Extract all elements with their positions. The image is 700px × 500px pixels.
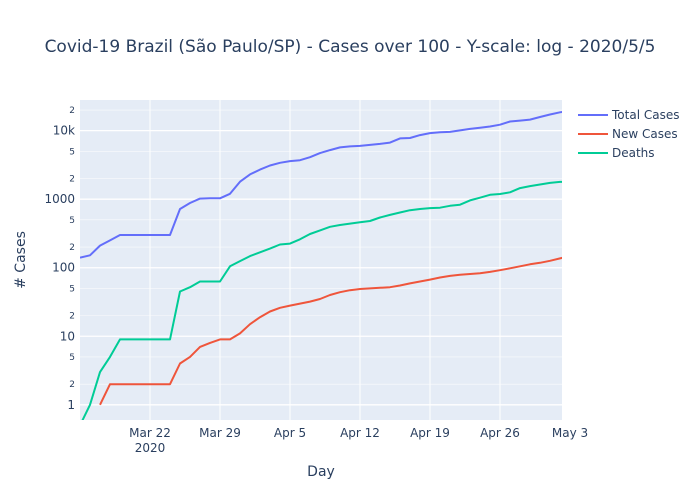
y-tick-label-minor: 5: [69, 216, 75, 226]
x-axis-title: Day: [307, 464, 335, 480]
y-tick-label: 10: [60, 329, 75, 343]
legend-label: Deaths: [612, 146, 655, 160]
y-tick-label-minor: 2: [69, 106, 75, 116]
legend-label: New Cases: [612, 127, 678, 141]
x-tick-label: Apr 12: [340, 426, 380, 440]
series-line-total-cases: [80, 110, 562, 259]
y-tick-label-minor: 2: [69, 312, 75, 322]
series-line-deaths: [81, 180, 562, 420]
y-tick-label: 100: [52, 261, 75, 275]
x-tick-label: May 3: [552, 426, 588, 440]
x-tick-label: Mar 29: [199, 426, 241, 440]
y-tick-label-minor: 2: [69, 243, 75, 253]
legend-item-deaths[interactable]: Deaths: [578, 146, 655, 160]
series-line-new-cases: [99, 256, 562, 406]
x-tick-label: Apr 19: [410, 426, 450, 440]
legend-item-new-cases[interactable]: New Cases: [578, 127, 678, 141]
y-tick-label-minor: 2: [69, 380, 75, 390]
y-tick-label-minor: 5: [69, 284, 75, 294]
x-tick-label: Apr 5: [274, 426, 306, 440]
y-tick-label-minor: 5: [69, 353, 75, 363]
y-tick-label: 1000: [44, 192, 75, 206]
x-tick-label: Mar 22: [129, 426, 171, 440]
y-axis-ticks: 1 10 100 1000 10k 2 5 2 5 2 5 2 5 2: [44, 106, 75, 412]
y-tick-label-minor: 5: [69, 147, 75, 157]
chart-title: Covid-19 Brazil (São Paulo/SP) - Cases o…: [45, 37, 656, 57]
y-axis-title: # Cases: [13, 231, 29, 289]
x-tick-sublabel: 2020: [135, 441, 166, 455]
y-tick-label: 1: [67, 398, 75, 412]
series-lines: [80, 110, 562, 420]
plot-area: [80, 100, 562, 420]
x-tick-label: Apr 26: [480, 426, 520, 440]
y-tick-label: 10k: [53, 124, 75, 138]
legend-label: Total Cases: [611, 108, 679, 122]
legend[interactable]: Total Cases New Cases Deaths: [578, 108, 679, 160]
legend-item-total-cases[interactable]: Total Cases: [578, 108, 679, 122]
y-tick-label-minor: 2: [69, 175, 75, 185]
